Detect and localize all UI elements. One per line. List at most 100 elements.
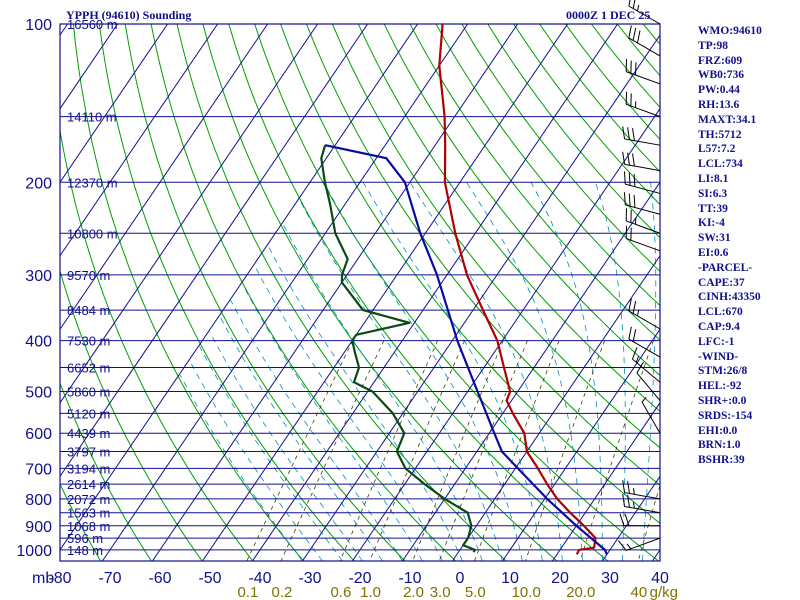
- barb-stem: [626, 103, 661, 118]
- barb-half-flag: [632, 501, 635, 509]
- height-label: 5120 m: [67, 406, 110, 421]
- isotherm: [402, 181, 660, 561]
- isotherm: [60, 24, 418, 551]
- wind-barb: [636, 361, 661, 401]
- barb-flag: [619, 513, 625, 526]
- barb-flag: [632, 153, 635, 167]
- height-label: 2072 m: [67, 492, 110, 507]
- barb-stem: [641, 401, 661, 434]
- axis-unit-label: mb: [32, 570, 54, 587]
- barb-half-flag: [635, 356, 640, 363]
- height-label: 14110 m: [67, 110, 117, 125]
- height-label: 4439 m: [67, 426, 110, 441]
- temperature-tick-label: -40: [248, 570, 271, 587]
- mixing-ratio-line: [438, 340, 528, 561]
- barb-stem: [626, 71, 661, 85]
- barb-stem: [628, 5, 661, 25]
- temperature-tick-label: 30: [601, 570, 619, 587]
- height-label: 596 m: [67, 531, 103, 546]
- isotherm: [60, 24, 318, 404]
- wind-barb: [631, 347, 661, 383]
- barb-half-flag: [636, 4, 640, 12]
- height-label: 6652 m: [67, 360, 110, 375]
- index-item: SHR+:0.0: [698, 394, 747, 407]
- isotherm: [60, 24, 368, 478]
- station-title: YPPH (94610) Sounding: [66, 8, 192, 22]
- wind-barb: [623, 171, 661, 194]
- barb-stem: [625, 183, 661, 194]
- temperature-line: [438, 24, 597, 555]
- pressure-label: 100: [25, 17, 52, 34]
- height-label: 10800 m: [67, 226, 118, 241]
- moist-adiabat: [268, 246, 463, 561]
- barb-flag: [622, 151, 626, 165]
- temperature-tick-label: 20: [551, 570, 569, 587]
- index-item: SW:31: [698, 232, 731, 245]
- barb-flag: [632, 27, 637, 41]
- barb-flag: [617, 540, 627, 551]
- isotherm: [502, 328, 660, 561]
- barb-flag: [628, 172, 631, 186]
- mixing-ratio-line: [474, 340, 560, 561]
- wind-barb: [628, 298, 661, 330]
- moist-adiabat: [230, 299, 403, 561]
- index-item: -WIND-: [698, 350, 739, 363]
- index-item: PW:0.44: [698, 84, 740, 97]
- moist-adiabat: [409, 182, 563, 561]
- dry-adiabat: [461, 24, 660, 273]
- barb-flag: [624, 513, 630, 526]
- mixing-ratio-label: 40: [631, 584, 648, 600]
- barb-flag: [633, 174, 636, 187]
- profiles: [320, 24, 608, 555]
- height-label: 9570 m: [67, 268, 110, 283]
- height-label: 3194 m: [67, 461, 110, 476]
- barb-flag: [632, 329, 637, 342]
- height-label: 5860 m: [67, 385, 110, 400]
- isotherm: [102, 24, 468, 561]
- mixing-ratio-line: [246, 340, 354, 561]
- wind-barb: [641, 396, 661, 434]
- barb-flag: [628, 298, 632, 311]
- index-item: HEL:-92: [698, 380, 742, 393]
- barb-stem: [626, 537, 661, 551]
- index-item: MAXT:34.1: [698, 113, 757, 126]
- temperature-tick-label: 40: [651, 570, 669, 587]
- barb-flag: [632, 0, 636, 9]
- moist-adiabat: [219, 316, 383, 561]
- index-item: LI:8.1: [698, 172, 729, 185]
- barb-half-flag: [641, 396, 647, 403]
- index-item: FRZ:609: [698, 54, 743, 67]
- height-label: 16560 m: [67, 17, 118, 32]
- moist-adiabat: [199, 346, 343, 561]
- barb-flag: [628, 0, 631, 7]
- height-label: 1563 m: [67, 506, 110, 521]
- temperature-tick-label: -60: [148, 570, 171, 587]
- barb-flag: [627, 494, 630, 508]
- wind-barb: [628, 0, 661, 25]
- index-item: CINH:43350: [698, 291, 761, 304]
- pressure-label: 500: [25, 385, 52, 402]
- isotherm: [152, 24, 518, 561]
- barb-flag: [622, 493, 626, 507]
- wind-barb: [622, 493, 661, 514]
- indices-list: WMO:94610 TP:98 FRZ:609 WB0:736 PW:0.44 RH:13…: [698, 24, 798, 468]
- index-item: L57:7.2: [698, 143, 736, 156]
- mixing-ratio-label: 0.2: [272, 584, 293, 600]
- moist-adiabat: [255, 267, 443, 561]
- barb-flag: [627, 127, 630, 140]
- isotherm: [60, 24, 268, 331]
- wind-barb: [622, 126, 661, 146]
- wind-barbs: [617, 0, 661, 551]
- height-label: 148 m: [67, 543, 103, 558]
- height-label: 2614 m: [67, 477, 110, 492]
- barb-flag: [628, 25, 632, 39]
- dry-adiabat: [435, 24, 660, 307]
- temperature-tick-label: -30: [298, 570, 321, 587]
- grid: [59, 23, 661, 562]
- temperature-tick-label: -80: [48, 570, 71, 587]
- barb-stem: [628, 37, 661, 57]
- moist-adiabat: [209, 331, 363, 561]
- mixing-ratio-line: [579, 340, 654, 561]
- temperature-tick-label: -50: [198, 570, 221, 587]
